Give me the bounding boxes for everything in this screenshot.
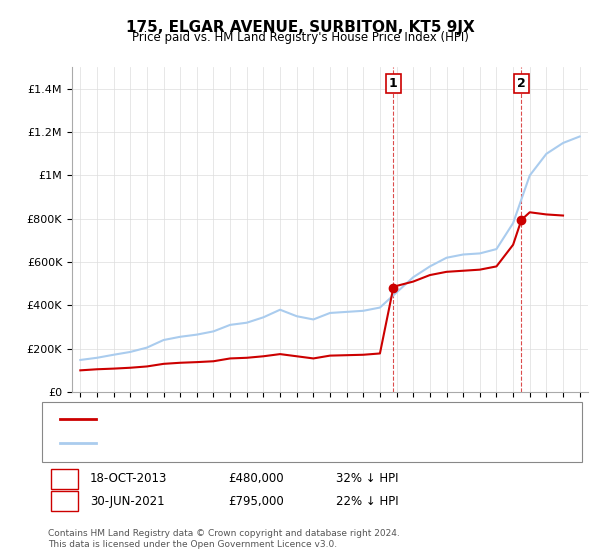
- Text: 175, ELGAR AVENUE, SURBITON, KT5 9JX: 175, ELGAR AVENUE, SURBITON, KT5 9JX: [125, 20, 475, 35]
- Text: £795,000: £795,000: [228, 494, 284, 508]
- Text: 175, ELGAR AVENUE, SURBITON, KT5 9JX (detached house): 175, ELGAR AVENUE, SURBITON, KT5 9JX (de…: [102, 414, 409, 424]
- Text: 1: 1: [389, 77, 398, 90]
- Text: 2: 2: [517, 77, 526, 90]
- Text: 22% ↓ HPI: 22% ↓ HPI: [336, 494, 398, 508]
- Text: 1: 1: [60, 472, 69, 486]
- Text: £480,000: £480,000: [228, 472, 284, 486]
- Text: HPI: Average price, detached house, Kingston upon Thames: HPI: Average price, detached house, King…: [102, 437, 415, 447]
- Text: 2: 2: [60, 494, 69, 508]
- Text: Contains HM Land Registry data © Crown copyright and database right 2024.
This d: Contains HM Land Registry data © Crown c…: [48, 529, 400, 549]
- Text: 18-OCT-2013: 18-OCT-2013: [90, 472, 167, 486]
- Text: 32% ↓ HPI: 32% ↓ HPI: [336, 472, 398, 486]
- Text: 30-JUN-2021: 30-JUN-2021: [90, 494, 164, 508]
- Text: Price paid vs. HM Land Registry's House Price Index (HPI): Price paid vs. HM Land Registry's House …: [131, 31, 469, 44]
